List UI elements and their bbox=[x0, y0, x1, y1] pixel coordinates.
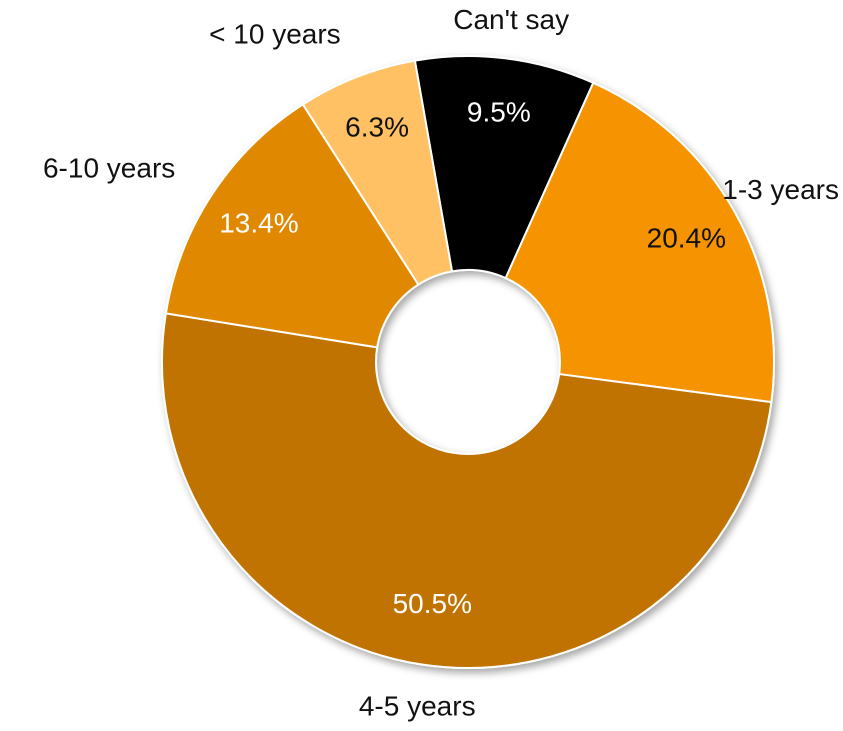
category-label-2: 4-5 years bbox=[359, 691, 476, 722]
category-label-4: < 10 years bbox=[209, 18, 341, 49]
value-label-2: 50.5% bbox=[393, 588, 472, 619]
value-label-1: 20.4% bbox=[647, 223, 726, 254]
value-labels: 9.5% 20.4% 50.5% 13.4% 6.3% bbox=[219, 96, 726, 618]
slice-0 bbox=[413, 55, 595, 280]
value-label-4: 6.3% bbox=[345, 112, 409, 143]
donut-slices bbox=[161, 55, 775, 669]
category-label-0: Can't say bbox=[453, 4, 569, 35]
category-label-1: 1-3 years bbox=[722, 174, 839, 205]
slice-3 bbox=[164, 102, 420, 349]
value-label-0: 9.5% bbox=[467, 96, 531, 127]
slice-4 bbox=[301, 59, 454, 286]
slice-2 bbox=[161, 312, 773, 669]
category-labels: Can't say 1-3 years 4-5 years 6-10 years < 1… bbox=[43, 4, 839, 722]
category-label-3: 6-10 years bbox=[43, 153, 175, 184]
slice-1 bbox=[504, 81, 775, 404]
value-label-3: 13.4% bbox=[219, 207, 298, 238]
